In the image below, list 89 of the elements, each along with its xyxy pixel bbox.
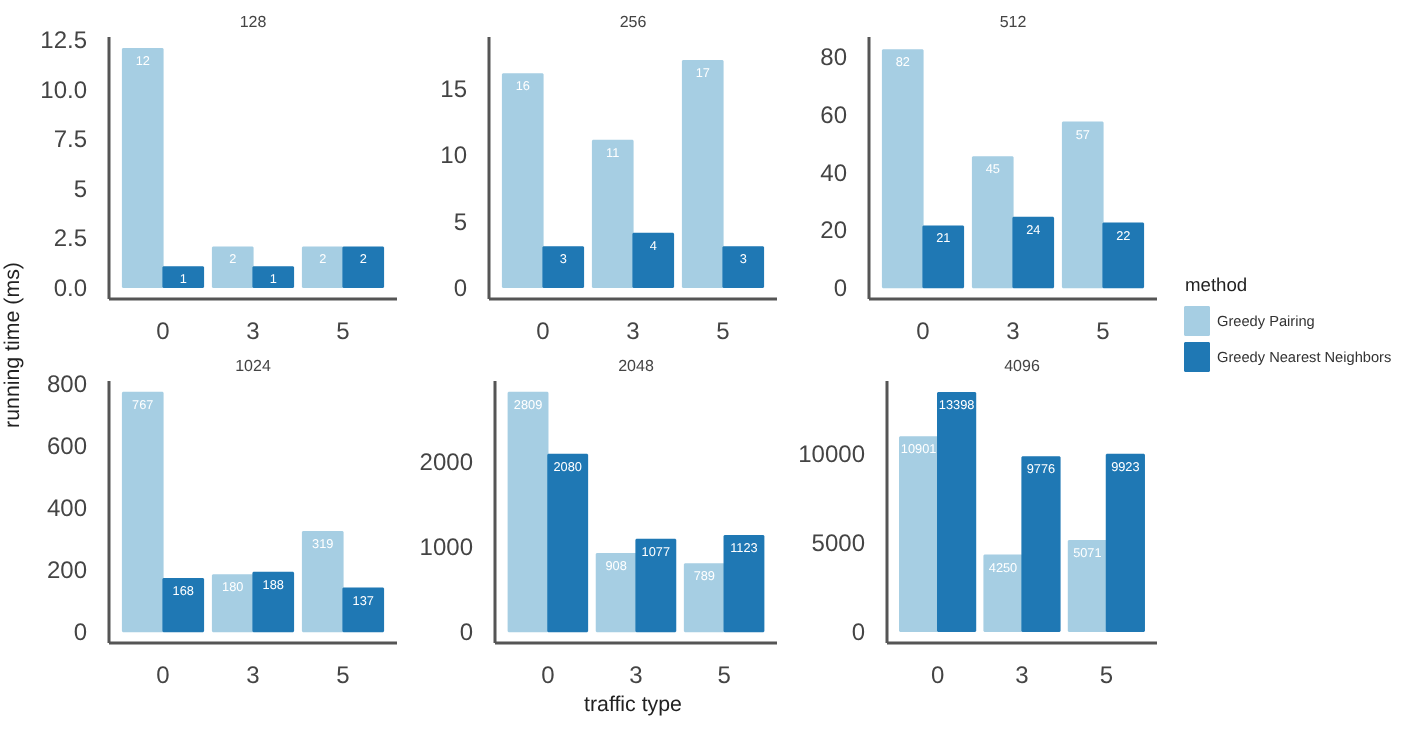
y-tick-label: 2000 [419, 448, 474, 477]
x-tick-label: 0 [536, 317, 551, 345]
bar [342, 246, 385, 289]
x-tick-label: 3 [246, 661, 261, 689]
x-tick-label: 0 [930, 661, 945, 689]
bar [1067, 539, 1107, 633]
x-tick-label: 5 [336, 317, 351, 345]
bar [252, 571, 295, 633]
x-tick-label: 3 [629, 661, 644, 689]
x-tick-label: 0 [156, 317, 171, 345]
bar [547, 453, 589, 633]
x-tick-label: 5 [716, 317, 731, 345]
y-tick-label: 1000 [419, 533, 474, 562]
y-axis-title: running time (ms) [1, 262, 25, 428]
y-tick-label: 0 [833, 274, 848, 303]
y-tick-label: 0.0 [53, 274, 88, 303]
x-tick-label: 0 [916, 317, 931, 345]
bar [301, 531, 344, 633]
x-tick-label: 0 [156, 661, 171, 689]
y-tick-label: 60 [820, 100, 848, 129]
bar [211, 574, 254, 633]
y-tick-label: 2.5 [53, 224, 88, 253]
bar [121, 391, 164, 633]
y-tick-label: 0 [73, 618, 88, 647]
x-tick-label: 3 [626, 317, 641, 345]
x-tick-label: 5 [336, 661, 351, 689]
x-tick-label: 3 [246, 317, 261, 345]
bar [501, 73, 544, 289]
x-tick-label: 0 [541, 661, 556, 689]
x-tick-label: 5 [717, 661, 732, 689]
y-tick-label: 80 [820, 43, 848, 72]
y-tick-label: 800 [46, 369, 88, 398]
y-tick-label: 10 [440, 141, 468, 170]
y-tick-label: 5 [453, 207, 468, 236]
bar [211, 246, 254, 289]
x-tick-label: 5 [1096, 317, 1111, 345]
bar [542, 246, 585, 289]
y-tick-label: 15 [440, 74, 468, 103]
legend-title: method [1185, 275, 1248, 295]
bar [922, 225, 965, 289]
y-tick-label: 5 [73, 174, 88, 203]
y-tick-label: 200 [46, 556, 88, 585]
bar [252, 266, 295, 289]
bar [342, 587, 385, 633]
bar [1012, 216, 1055, 289]
y-tick-label: 0 [459, 618, 474, 647]
bar [301, 246, 344, 289]
x-tick-label: 3 [1006, 317, 1021, 345]
bar [722, 246, 765, 289]
y-tick-label: 600 [46, 431, 88, 460]
bar [121, 47, 164, 289]
chart-title: 2048 [618, 357, 655, 375]
bar [983, 554, 1023, 633]
bar [937, 391, 977, 633]
y-tick-label: 10000 [798, 440, 866, 469]
chart-title: 1024 [235, 357, 272, 375]
chart-title: 4096 [1004, 357, 1041, 375]
bar [507, 391, 549, 633]
y-tick-label: 40 [820, 158, 848, 187]
chart-title: 256 [619, 13, 648, 31]
bar [683, 563, 725, 633]
bar [899, 436, 939, 633]
bar [635, 538, 677, 633]
bar [1105, 453, 1145, 633]
x-tick-label: 5 [1099, 661, 1114, 689]
bar [881, 49, 924, 289]
x-tick-label: 3 [1015, 661, 1030, 689]
y-tick-label: 0 [851, 618, 866, 647]
bar [971, 156, 1014, 289]
bar [1102, 222, 1145, 289]
y-tick-label: 0 [453, 274, 468, 303]
x-axis-title: traffic type [584, 693, 683, 717]
y-tick-label: 7.5 [53, 125, 88, 154]
bar [1061, 121, 1104, 289]
chart-title: 512 [999, 13, 1028, 31]
bar [632, 232, 675, 289]
y-tick-label: 5000 [811, 529, 866, 558]
chart-title: 128 [239, 13, 268, 31]
bar [1021, 456, 1061, 633]
bar [723, 534, 765, 633]
bar [162, 577, 205, 633]
y-tick-label: 400 [46, 493, 88, 522]
y-tick-label: 20 [820, 216, 848, 245]
bar [681, 59, 724, 289]
bar [162, 266, 205, 289]
y-tick-label: 12.5 [40, 25, 88, 54]
bar [591, 139, 634, 289]
y-tick-label: 10.0 [40, 75, 88, 104]
bar [595, 553, 637, 633]
